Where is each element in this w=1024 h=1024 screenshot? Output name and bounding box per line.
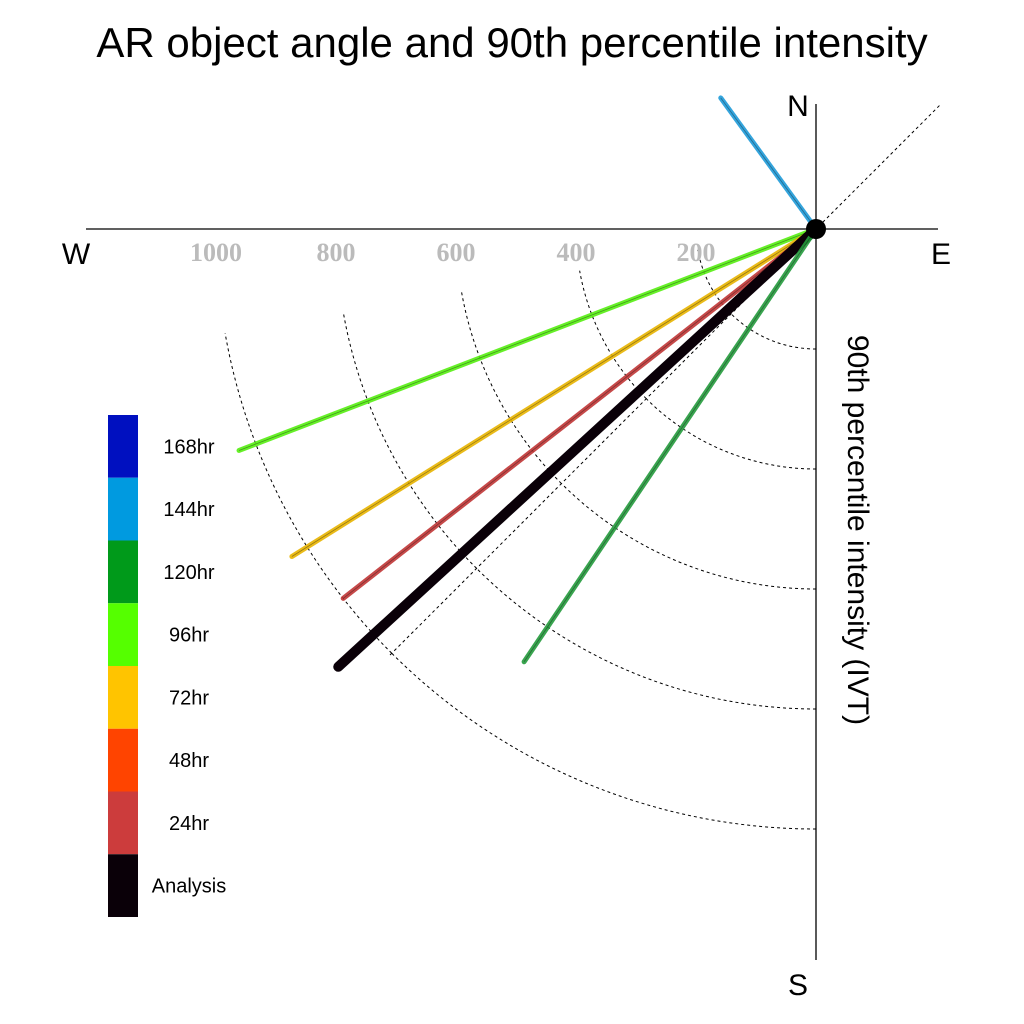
- series-line-core: [523, 228, 817, 662]
- legend-swatch: [108, 540, 138, 604]
- legend-swatch: [108, 854, 138, 917]
- radial-tick-labels: 200 400 600 800 1000: [190, 238, 716, 267]
- grid-arc-extension: [224, 333, 393, 654]
- series-line-120hr: [521, 226, 819, 665]
- axis-label: 90th percentile intensity (IVT): [841, 335, 874, 725]
- legend-swatch: [108, 666, 138, 729]
- compass-north: N: [787, 90, 809, 123]
- grid-arc-extension: [579, 270, 647, 400]
- radial-tick-label: 1000: [190, 238, 242, 267]
- legend-swatch: [108, 477, 138, 541]
- compass-east: E: [931, 238, 951, 271]
- series-line-72hr: [289, 226, 819, 559]
- legend-label: 120hr: [163, 562, 214, 584]
- radial-tick-label: 200: [677, 238, 716, 267]
- series-line-core: [238, 228, 817, 451]
- grid-arc-extension: [460, 291, 562, 484]
- legend: 168hr 144hr 120hr 96hr 72hr 48hr 24hr Analysis: [108, 415, 226, 917]
- legend-label: 96hr: [169, 625, 209, 647]
- grid-arc: [645, 398, 817, 470]
- series-line-96hr: [236, 226, 819, 453]
- legend-swatch: [108, 603, 138, 666]
- legend-swatch: [108, 791, 138, 855]
- grid-arc: [476, 568, 817, 710]
- series-lines: [236, 95, 821, 672]
- series-line-24hr: [340, 226, 819, 601]
- origin-marker: [806, 219, 826, 239]
- compass-south: S: [788, 969, 808, 1002]
- legend-label: 144hr: [163, 499, 214, 521]
- grid-arc: [730, 313, 817, 350]
- legend-label: 48hr: [169, 750, 209, 772]
- radial-grid: [224, 249, 817, 830]
- grid-arc-extension: [342, 312, 477, 569]
- legend-label: 168hr: [163, 436, 214, 458]
- legend-swatch: [108, 728, 138, 792]
- grid-arc: [561, 483, 817, 590]
- radial-tick-label: 600: [437, 238, 476, 267]
- radial-tick-label: 400: [557, 238, 596, 267]
- legend-swatch: [108, 415, 138, 478]
- legend-label: 72hr: [169, 687, 209, 709]
- series-line-analysis: [333, 224, 821, 672]
- legend-label: Analysis: [152, 876, 226, 898]
- series-line-144hr: [718, 95, 819, 232]
- legend-label: 24hr: [169, 813, 209, 835]
- series-line-core: [720, 97, 817, 230]
- diagonal-guide: [389, 104, 941, 656]
- radial-tick-label: 800: [317, 238, 356, 267]
- chart-title: AR object angle and 90th percentile inte…: [96, 19, 927, 66]
- compass-west: W: [62, 238, 91, 271]
- grid-arc: [391, 652, 817, 830]
- series-line-core: [342, 228, 817, 599]
- series-line-core: [291, 228, 817, 557]
